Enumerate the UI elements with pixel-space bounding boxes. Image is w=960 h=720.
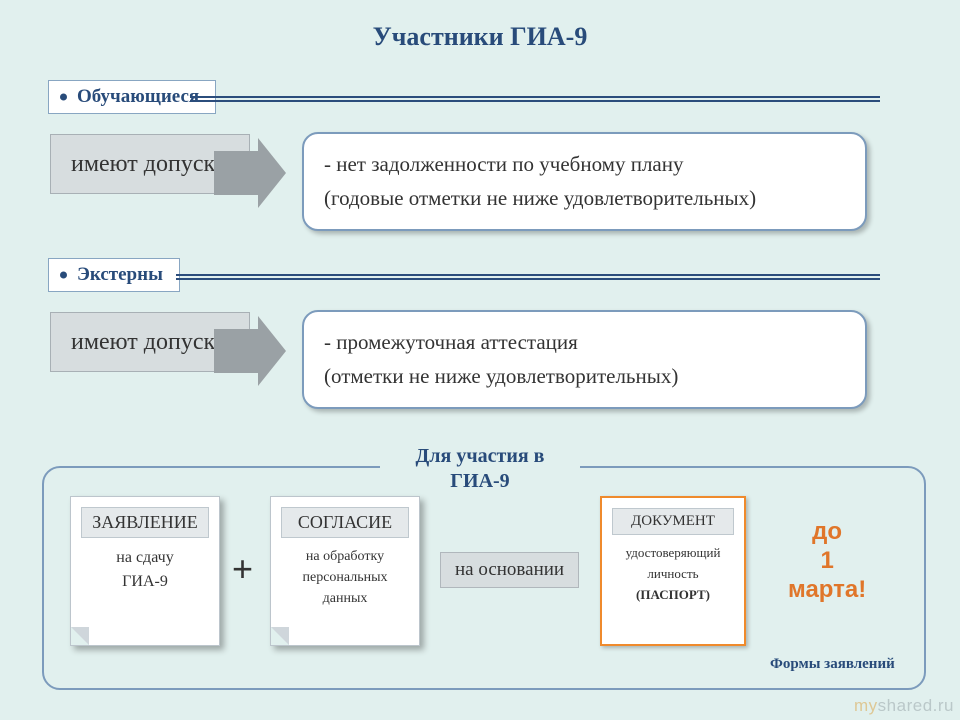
card-application-l1: на сдачу	[79, 546, 211, 570]
card-consent-header: СОГЛАСИЕ	[281, 507, 409, 538]
plus-symbol: +	[232, 548, 253, 590]
participation-title-l1: Для участия в	[394, 444, 566, 469]
desc-box-1: - нет задолженности по учебному плану (г…	[302, 132, 867, 231]
deadline-l2: 1	[788, 547, 866, 576]
card-document-l3: (ПАСПОРТ)	[610, 585, 736, 606]
page-title: Участники ГИА-9	[0, 0, 960, 52]
card-consent: СОГЛАСИЕ на обработку персональных данны…	[270, 496, 420, 646]
card-application-header: ЗАЯВЛЕНИЕ	[81, 507, 209, 538]
desc-1-line-1: - нет задолженности по учебному плану	[324, 148, 845, 182]
participation-title-l2: ГИА-9	[394, 469, 566, 494]
card-application-l2: ГИА-9	[79, 570, 211, 594]
watermark: myshared.ru	[854, 696, 954, 716]
card-document-l1: удостоверяющий	[610, 543, 736, 564]
forms-link[interactable]: Формы заявлений	[770, 656, 895, 673]
desc-1-line-2: (годовые отметки не ниже удовлетворитель…	[324, 182, 845, 216]
page-fold-icon	[271, 627, 289, 645]
watermark-rest: shared.ru	[878, 696, 954, 715]
on-basis-label: на основании	[440, 552, 579, 588]
watermark-prefix: my	[854, 696, 878, 715]
deadline-text: до 1 марта!	[788, 518, 866, 604]
card-document-header: ДОКУМЕНТ	[612, 508, 734, 535]
divider-1	[190, 96, 880, 102]
access-text-2: имеют допуск	[71, 329, 215, 355]
desc-2-line-1: - промежуточная аттестация	[324, 326, 845, 360]
participation-title: Для участия в ГИА-9	[380, 444, 580, 494]
desc-2-line-2: (отметки не ниже удовлетворительных)	[324, 360, 845, 394]
divider-2	[176, 274, 880, 280]
desc-box-2: - промежуточная аттестация (отметки не н…	[302, 310, 867, 409]
card-consent-l2: персональных	[279, 567, 411, 588]
card-application: ЗАЯВЛЕНИЕ на сдачу ГИА-9	[70, 496, 220, 646]
card-document-l2: личность	[610, 564, 736, 585]
bullet-extern: Экстерны	[48, 258, 180, 292]
deadline-l1: до	[788, 518, 866, 547]
card-consent-l1: на обработку	[279, 546, 411, 567]
page-fold-icon	[71, 627, 89, 645]
card-document: ДОКУМЕНТ удостоверяющий личность (ПАСПОР…	[600, 496, 746, 646]
deadline-l3: марта!	[788, 576, 866, 605]
card-consent-l3: данных	[279, 588, 411, 609]
access-text-1: имеют допуск	[71, 151, 215, 177]
